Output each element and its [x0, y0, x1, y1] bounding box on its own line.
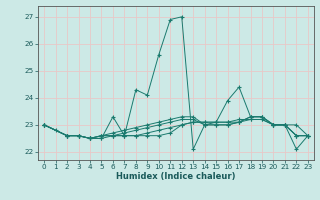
X-axis label: Humidex (Indice chaleur): Humidex (Indice chaleur): [116, 172, 236, 181]
